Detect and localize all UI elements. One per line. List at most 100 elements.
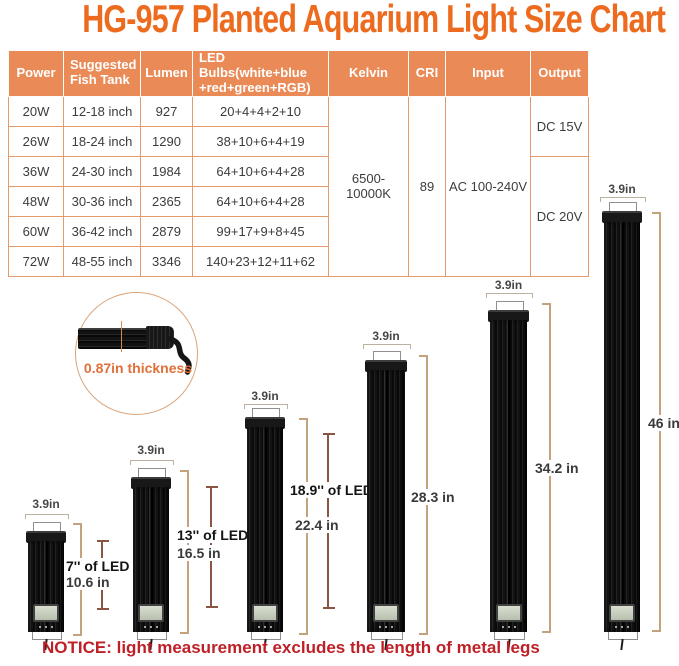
light-end-cap [365,360,407,372]
control-buttons [615,626,629,628]
cell-lumen: 1290 [140,125,193,157]
cell-lumen: 2365 [140,185,193,217]
light-bar [490,320,527,632]
cell-output-dc15v: DC 15V [530,95,589,157]
lcd-display [495,604,522,622]
header-row: Power Suggested Fish Tank Lumen LED Bulb… [8,50,589,97]
cell-input: AC 100-240V [445,95,531,277]
col-header-cri: CRI [408,50,446,97]
cell-power: 72W [8,245,64,277]
light-end-cap [26,531,66,543]
total-length-label: 16.5 in [175,545,223,561]
light-bar [28,541,64,632]
lcd-display [373,604,399,622]
light-end-cap [602,211,642,223]
col-header-lumen: Lumen [140,50,193,97]
cell-power: 26W [8,125,64,157]
notice-text: NOTICE: light measurement excludes the l… [42,638,540,657]
cell-output-dc20v: DC 20V [530,155,589,277]
cell-led: 64+10+6+4+28 [192,155,329,187]
lcd-display [33,604,59,622]
control-buttons [501,626,516,628]
width-bracket [130,460,174,465]
cell-tank: 36-42 inch [63,215,141,247]
light-bar [133,487,169,632]
width-bracket [600,197,646,202]
cell-power: 48W [8,185,64,217]
cell-tank: 24-30 inch [63,155,141,187]
width-label: 3.9in [608,182,636,196]
mount-hook-icon [168,336,192,375]
width-label: 3.9in [137,443,165,457]
page-title: HG-957 Planted Aquarium Light Size Chart [0,0,679,42]
top-mount-wire [252,408,280,418]
col-header-output: Output [530,50,589,97]
cell-lumen: 2879 [140,215,193,247]
total-length-label: 28.3 in [409,489,457,505]
cell-tank: 12-18 inch [63,95,141,127]
cell-led: 20+4+4+2+10 [192,95,329,127]
control-buttons [379,626,393,628]
width-label: 3.9in [32,497,60,511]
cell-power: 36W [8,155,64,187]
width-bracket [25,514,69,519]
led-length-label: 13'' of LED [175,527,251,543]
table-row: 36W 24-30 inch 1984 64+10+6+4+28 DC 20V [8,155,589,277]
cell-tank: 48-55 inch [63,245,141,277]
spec-table: Power Suggested Fish Tank Lumen LED Bulb… [8,50,589,277]
table-row: 72W 48-55 inch 3346 140+23+12+11+62 [8,245,589,277]
page-title-text: HG-957 Planted Aquarium Light Size Chart [82,0,666,41]
top-mount-wire [496,301,524,311]
callout-circle [75,292,198,415]
thickness-tick-line [121,321,122,352]
cell-kelvin: 6500-10000K [328,95,409,277]
cell-tank: 30-36 inch [63,185,141,217]
width-bracket [486,293,533,298]
table-row: 48W 30-36 inch 2365 64+10+6+4+28 [8,185,589,217]
top-mount-wire [609,202,637,212]
led-length-label: 18.9'' of LED [288,482,375,498]
light-bar [604,222,640,632]
cell-led: 99+17+9+8+45 [192,215,329,247]
control-buttons [258,626,272,628]
table-row: 20W 12-18 inch 927 20+4+4+2+10 6500-1000… [8,95,589,277]
total-length-label: 34.2 in [533,460,581,476]
cell-power: 60W [8,215,64,247]
cell-led: 64+10+6+4+28 [192,185,329,217]
cell-tank: 18-24 inch [63,125,141,157]
light-end-cap [245,417,285,429]
led-length-label: 7'' of LED [64,558,132,574]
lcd-display [138,604,164,622]
col-header-fish-tank: Suggested Fish Tank [63,50,141,97]
control-buttons [144,626,158,628]
cell-led: 140+23+12+11+62 [192,245,329,277]
total-length-label: 22.4 in [293,517,341,533]
cell-power: 20W [8,95,64,127]
lcd-display [609,604,635,622]
cell-lumen: 1984 [140,155,193,187]
lcd-display [252,604,278,622]
cell-led: 38+10+6+4+19 [192,125,329,157]
top-mount-wire [373,351,401,361]
power-cord [620,638,624,651]
side-view-end-cap [146,326,174,349]
col-header-led-bulbs: LED Bulbs(white+blue +red+green+RGB) [192,50,329,97]
light-end-cap [488,310,529,322]
width-bracket [244,404,288,409]
col-header-kelvin: Kelvin [328,50,409,97]
total-length-label: 46 in [646,415,679,431]
col-header-power: Power [8,50,64,97]
cell-lumen: 3346 [140,245,193,277]
width-label: 3.9in [251,389,279,403]
width-label: 3.9in [494,278,523,292]
width-bracket [363,344,411,349]
table-row: 26W 18-24 inch 1290 38+10+6+4+19 [8,125,589,157]
top-mount-wire [138,468,166,478]
